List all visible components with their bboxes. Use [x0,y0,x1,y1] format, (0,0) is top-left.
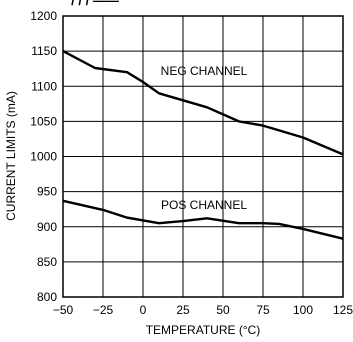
x-tick-label: 50 [216,303,230,317]
x-tick-labels: −50 −25 0 25 50 75 100 125 [53,303,353,317]
gridlines [63,16,343,297]
y-tick-label: 800 [37,290,57,304]
y-tick-label: 1050 [30,114,57,128]
y-tick-label: 850 [37,255,57,269]
x-tick-label: 75 [256,303,270,317]
y-tick-label: 1150 [31,44,57,58]
x-tick-label: 125 [333,303,353,317]
series-lines [62,50,344,240]
y-tick-label: 1100 [31,79,57,93]
y-tick-labels: 800 850 900 950 1000 1050 1100 1150 1200 [30,9,57,304]
y-axis-title: CURRENT LIMITS (mA) [4,91,18,221]
chart-title-fragment: / / / —— [71,0,119,8]
series-line-neg-channel [62,50,344,156]
x-tick-label: 0 [140,303,147,317]
x-tick-label: 25 [176,303,190,317]
plot-frame [62,15,344,298]
y-tick-label: 900 [37,220,57,234]
series-label-pos-channel: POS CHANNEL [161,198,247,212]
x-tick-label: −50 [53,303,74,317]
series-line-pos-channel [62,199,344,240]
series-label-neg-channel: NEG CHANNEL [161,64,248,78]
x-tick-label: 100 [293,303,313,317]
x-axis-title: TEMPERATURE (°C) [146,323,261,337]
y-tick-label: 950 [37,185,57,199]
y-tick-label: 1000 [30,150,57,164]
x-tick-label: −25 [93,303,114,317]
y-tick-label: 1200 [30,9,57,23]
